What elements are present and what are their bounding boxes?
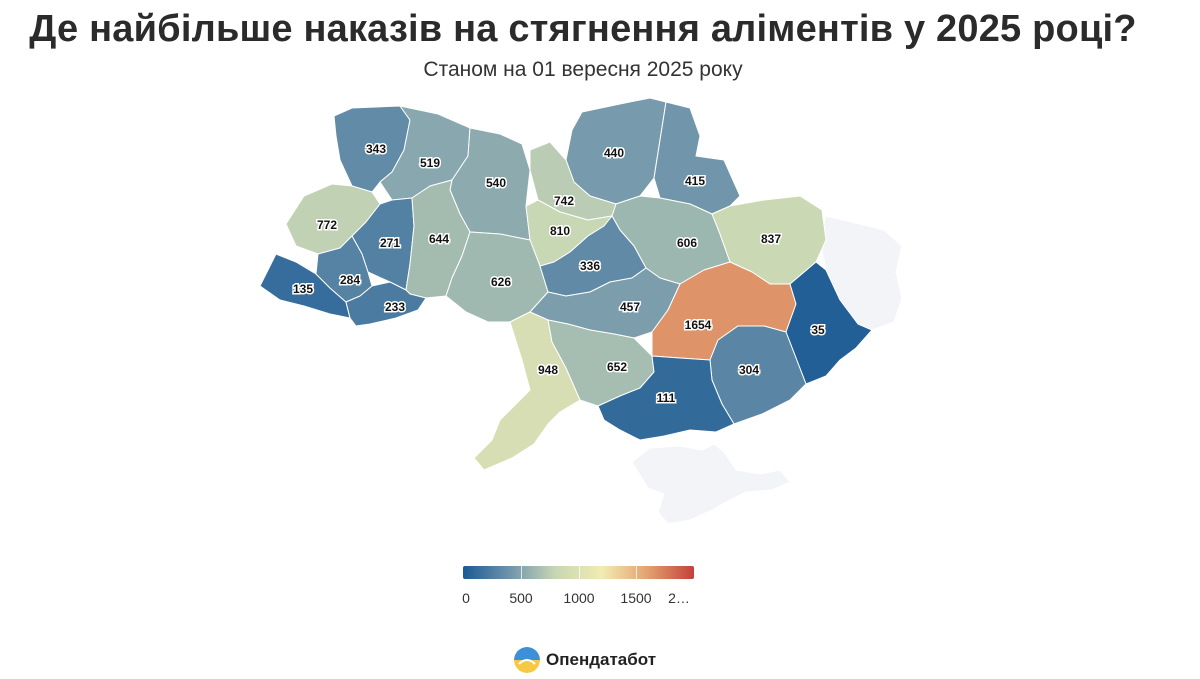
region-label: 457 (620, 300, 640, 314)
region-zaporizhzhia-kherson (597, 355, 735, 441)
brand-name: Опендатабот (546, 650, 657, 669)
legend-label-1000: 1000 (563, 590, 595, 606)
region-label: 440 (604, 146, 624, 160)
region-label: 284 (340, 273, 360, 287)
legend-tick (579, 566, 580, 579)
region-label: 519 (420, 156, 440, 170)
region-label: 540 (486, 176, 506, 190)
region-label: 606 (677, 236, 697, 250)
region-label: 336 (580, 259, 600, 273)
region-label: 233 (385, 300, 405, 314)
opendatabot-logo-icon (514, 647, 540, 673)
region-label: 810 (550, 224, 570, 238)
region-label: 742 (554, 194, 574, 208)
region-sumy (653, 101, 741, 215)
brand: Опендатабот (514, 646, 656, 674)
region-chernivtsi (345, 281, 427, 327)
region-label: 652 (607, 360, 627, 374)
page-title: Де найбільше наказів на стягнення алімен… (29, 8, 1137, 50)
legend-label-2000: 2… (668, 590, 690, 606)
region-label: 304 (739, 363, 759, 377)
region-label: 626 (491, 275, 511, 289)
region-label: 271 (380, 236, 400, 250)
legend-label-1500: 1500 (620, 590, 652, 606)
region-label: 948 (538, 363, 558, 377)
region-label: 135 (293, 282, 313, 296)
region-label: 772 (317, 218, 337, 232)
region-label: 837 (761, 232, 781, 246)
legend-tick (521, 566, 522, 579)
region-crimea-nodata (631, 443, 791, 525)
region-label: 343 (366, 142, 386, 156)
legend-label-500: 500 (509, 590, 533, 606)
region-label: 111 (657, 391, 676, 405)
region-label: 415 (685, 174, 705, 188)
region-label: 644 (429, 232, 449, 246)
page-subtitle: Станом на 01 вересня 2025 року (423, 58, 743, 81)
region-label: 1654 (685, 318, 712, 332)
region-label: 35 (811, 323, 825, 337)
legend-tick (636, 566, 637, 579)
legend-label-0: 0 (462, 590, 470, 606)
